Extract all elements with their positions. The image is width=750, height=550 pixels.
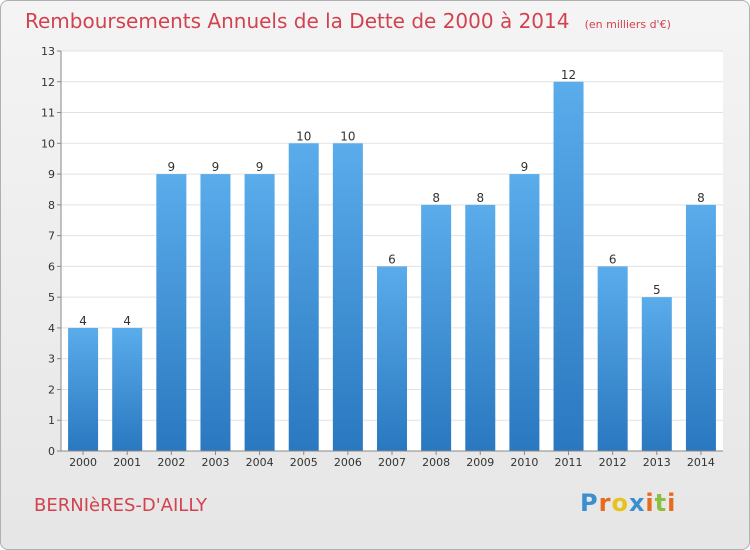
x-tick-label: 2007: [378, 456, 406, 469]
logo-letter: i: [667, 489, 677, 517]
bar-value-label: 4: [79, 314, 87, 328]
x-tick-label: 2004: [246, 456, 274, 469]
bar: [421, 204, 452, 451]
bar: [641, 297, 672, 451]
bar: [68, 327, 99, 451]
logo-letter: o: [611, 489, 629, 517]
x-tick-label: 2012: [599, 456, 627, 469]
bar-value-label: 5: [653, 283, 661, 297]
x-tick-label: 2002: [157, 456, 185, 469]
commune-name: BERNIèRES-D'AILLY: [34, 495, 207, 516]
bar-value-label: 4: [123, 314, 131, 328]
proxiti-logo: Proxiti: [580, 489, 676, 517]
x-tick-label: 2013: [643, 456, 671, 469]
x-tick-label: 2005: [290, 456, 318, 469]
y-tick-label: 9: [48, 168, 55, 181]
logo-letter: t: [654, 489, 668, 517]
logo-letter: i: [645, 489, 655, 517]
bar-value-label: 9: [256, 160, 264, 174]
bar-value-label: 12: [561, 68, 576, 82]
bar: [244, 174, 275, 452]
bar-value-label: 8: [697, 191, 705, 205]
y-tick-label: 4: [48, 322, 55, 335]
bar: [288, 143, 319, 452]
y-tick-label: 13: [41, 45, 55, 58]
y-tick-label: 12: [41, 76, 55, 89]
x-tick-label: 2010: [510, 456, 538, 469]
y-tick-label: 7: [48, 230, 55, 243]
y-tick-label: 8: [48, 199, 55, 212]
bar-value-label: 6: [388, 252, 396, 266]
x-tick-label: 2006: [334, 456, 362, 469]
bar: [465, 204, 496, 451]
x-tick-label: 2003: [201, 456, 229, 469]
bar: [685, 204, 716, 451]
bar: [156, 174, 187, 452]
y-tick-label: 5: [48, 291, 55, 304]
x-tick-label: 2000: [69, 456, 97, 469]
bar: [200, 174, 231, 452]
chart-title-unit: (en milliers d'€): [584, 18, 671, 31]
bar-value-label: 9: [521, 160, 529, 174]
y-tick-label: 0: [48, 445, 55, 458]
logo-letter: r: [598, 489, 612, 517]
bar: [509, 174, 540, 452]
y-tick-label: 3: [48, 353, 55, 366]
x-tick-label: 2001: [113, 456, 141, 469]
bar-value-label: 8: [432, 191, 440, 205]
x-tick-label: 2011: [555, 456, 583, 469]
x-tick-label: 2014: [687, 456, 715, 469]
y-tick-label: 6: [48, 260, 55, 273]
y-tick-label: 2: [48, 383, 55, 396]
x-tick-label: 2008: [422, 456, 450, 469]
bar: [597, 266, 628, 451]
bar-value-label: 6: [609, 252, 617, 266]
bar-value-label: 9: [212, 160, 220, 174]
bar: [112, 327, 143, 451]
chart-title: Remboursements Annuels de la Dette de 20…: [25, 9, 671, 33]
bar-value-label: 10: [296, 129, 311, 143]
bar: [332, 143, 363, 452]
bar: [377, 266, 407, 451]
logo-letter: x: [628, 489, 646, 517]
y-tick-label: 10: [41, 137, 55, 150]
chart-title-main: Remboursements Annuels de la Dette de 20…: [25, 9, 570, 33]
logo-letter: P: [580, 489, 599, 517]
bar: [553, 81, 584, 452]
y-tick-label: 11: [41, 107, 55, 120]
x-tick-label: 2009: [466, 456, 494, 469]
bar-value-label: 9: [168, 160, 176, 174]
bar-value-label: 10: [340, 129, 355, 143]
bar-value-label: 8: [476, 191, 484, 205]
y-tick-label: 1: [48, 414, 55, 427]
